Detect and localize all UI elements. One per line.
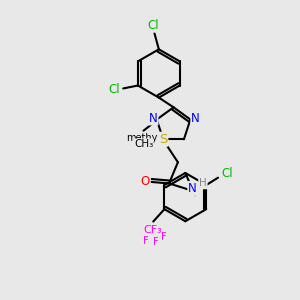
Text: N: N [188, 182, 197, 195]
Text: N: N [191, 112, 200, 124]
Text: methyl: methyl [126, 133, 160, 143]
Text: Cl: Cl [147, 19, 159, 32]
Text: CF₃: CF₃ [144, 225, 163, 236]
Text: O: O [140, 176, 149, 188]
Text: F: F [153, 237, 159, 247]
Text: Cl: Cl [108, 82, 120, 95]
Text: N: N [149, 112, 158, 124]
Text: H: H [199, 178, 207, 188]
Text: CH₃: CH₃ [134, 139, 153, 149]
Text: S: S [159, 133, 167, 146]
Text: F: F [161, 232, 167, 242]
Text: F: F [143, 236, 149, 246]
Text: Cl: Cl [221, 167, 233, 180]
